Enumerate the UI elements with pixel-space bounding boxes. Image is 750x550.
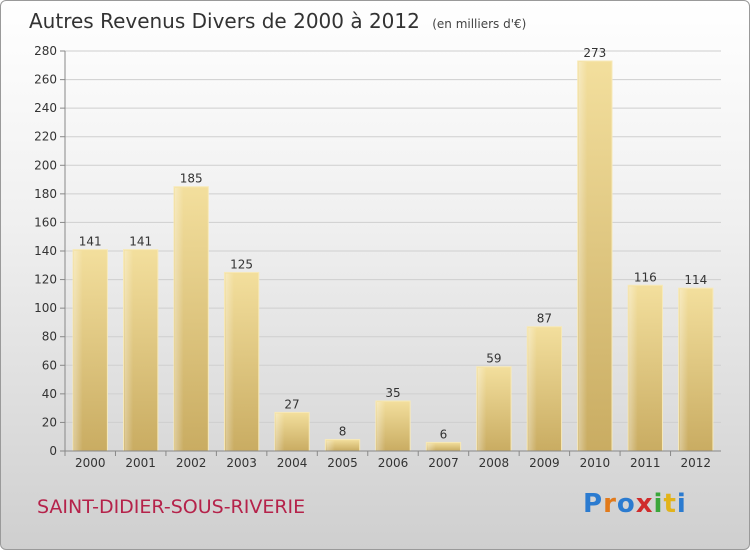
x-tick-label: 2001 xyxy=(125,456,156,470)
y-tick-label: 220 xyxy=(34,130,57,144)
bar-value-label: 125 xyxy=(230,257,253,271)
bar-highlight xyxy=(275,413,285,451)
bar-value-label: 114 xyxy=(684,273,707,287)
bar-value-label: 273 xyxy=(583,46,606,60)
y-axis: 0 20 40 60 80 100 120 140 160 180 200 220 240 260 280 xyxy=(34,44,66,458)
x-tick-label: 2009 xyxy=(529,456,560,470)
y-tick-label: 0 xyxy=(49,444,57,458)
y-tick-label: 40 xyxy=(42,387,57,401)
x-tick-label: 2007 xyxy=(428,456,459,470)
y-tick-label: 160 xyxy=(34,215,57,229)
chart-subtitle: (en milliers d'€) xyxy=(432,17,527,31)
bar-highlight xyxy=(427,443,436,451)
bar-highlight xyxy=(629,286,638,451)
y-tick-label: 120 xyxy=(34,273,57,287)
bar-highlight xyxy=(225,273,235,451)
bar-value-label: 116 xyxy=(634,270,657,284)
y-tick-label: 280 xyxy=(34,44,57,58)
bar-value-label: 141 xyxy=(79,235,102,249)
x-tick-label: 2000 xyxy=(75,456,106,470)
bar-highlight xyxy=(376,402,386,451)
bar-highlight xyxy=(578,62,588,451)
x-tick-label: 2006 xyxy=(378,456,409,470)
bar-highlight xyxy=(74,250,83,451)
bar-highlight xyxy=(124,250,134,451)
bar-highlight xyxy=(528,327,537,451)
y-tick-label: 200 xyxy=(34,158,57,172)
x-tick-label: 2005 xyxy=(327,456,358,470)
x-axis: 2000 2001 2002 2003 2004 2005 2006 2007 2008 2009… xyxy=(64,450,721,470)
bars: 141 141 185 125 27 8 35 6 59 87 273 116 114 xyxy=(72,46,714,452)
bar-value-label: 6 xyxy=(440,427,448,441)
x-tick-label: 2002 xyxy=(176,456,207,470)
bar-highlight xyxy=(679,289,689,451)
chart-title-text: Autres Revenus Divers de 2000 à 2012 xyxy=(29,9,420,33)
chart-title: Autres Revenus Divers de 2000 à 2012 (en… xyxy=(29,9,526,33)
y-tick-label: 240 xyxy=(34,101,57,115)
x-tick-label: 2008 xyxy=(479,456,510,470)
bar-value-label: 8 xyxy=(339,425,347,439)
x-tick-label: 2010 xyxy=(580,456,611,470)
bar-value-label: 185 xyxy=(180,172,203,186)
x-tick-label: 2011 xyxy=(630,456,661,470)
y-tick-label: 20 xyxy=(42,415,57,429)
bar-highlight xyxy=(174,187,184,451)
commune-name: SAINT-DIDIER-SOUS-RIVERIE xyxy=(37,496,306,518)
bar-value-label: 59 xyxy=(486,352,501,366)
x-tick-label: 2003 xyxy=(226,456,257,470)
bar-value-label: 27 xyxy=(284,397,299,411)
x-tick-label: 2004 xyxy=(277,456,308,470)
y-tick-label: 180 xyxy=(34,187,57,201)
bar-highlight xyxy=(477,367,487,451)
bar-value-label: 35 xyxy=(385,386,400,400)
y-tick-label: 100 xyxy=(34,301,57,315)
y-tick-label: 80 xyxy=(42,330,57,344)
y-tick-label: 140 xyxy=(34,244,57,258)
y-tick-label: 60 xyxy=(42,358,57,372)
proxiti-logo: Proxiti xyxy=(583,489,687,519)
x-tick-label: 2012 xyxy=(680,456,711,470)
y-tick-label: 260 xyxy=(34,73,57,87)
bar-value-label: 87 xyxy=(537,312,552,326)
bar-highlight xyxy=(326,440,335,451)
bar-value-label: 141 xyxy=(129,235,152,249)
